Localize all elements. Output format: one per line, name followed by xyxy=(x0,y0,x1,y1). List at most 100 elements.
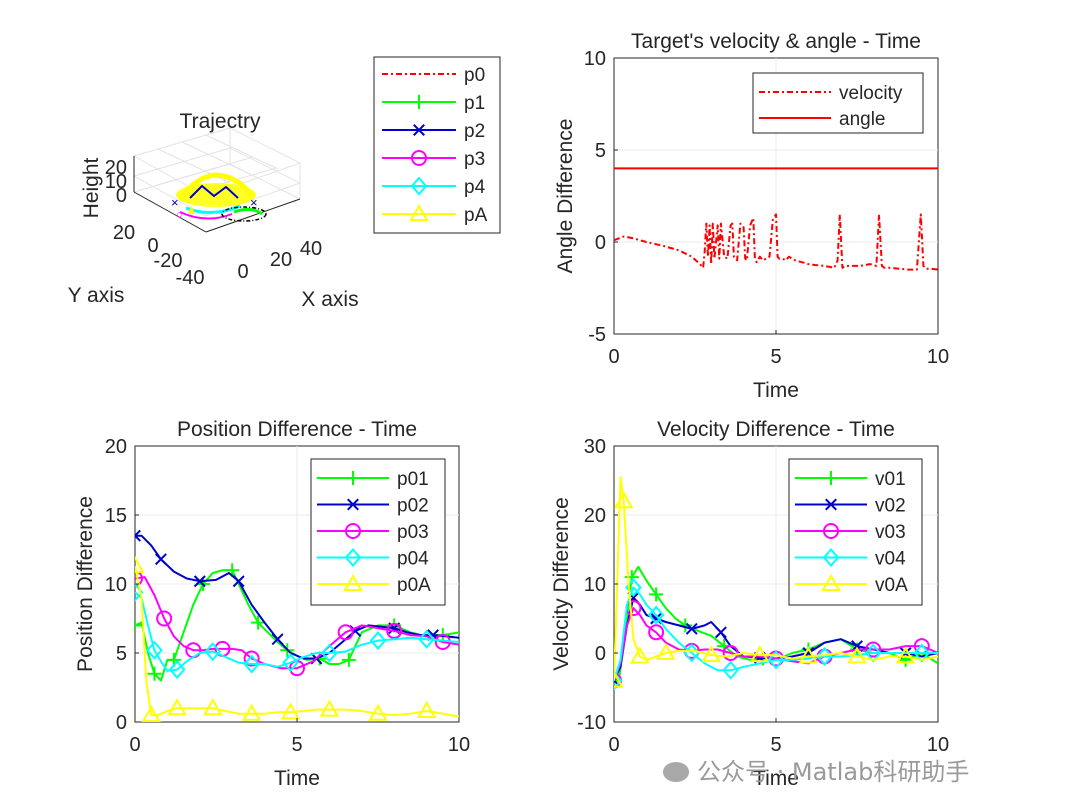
position-marker-p0A xyxy=(416,700,437,718)
target-ytick-label: -5 xyxy=(588,324,606,346)
trajectory-legend-label-p1: p1 xyxy=(464,93,485,114)
target-ytick-label: 10 xyxy=(584,48,606,70)
trajectory-marker-x: × xyxy=(171,195,179,210)
position-ytick-label: 10 xyxy=(105,574,127,596)
velocity-marker-v0A xyxy=(614,491,634,509)
velocity-legend-marker-v03 xyxy=(823,523,839,539)
trajectory-p1-path xyxy=(233,207,263,216)
velocity-marker-v0A xyxy=(750,645,770,663)
target-legend-label-angle: angle xyxy=(839,109,886,130)
position-series-layer xyxy=(135,529,459,722)
velocity-marker-v02 xyxy=(650,612,663,625)
position-marker-p0A xyxy=(167,698,187,716)
target-xtick-label: 0 xyxy=(608,346,619,368)
position-marker-p01 xyxy=(341,652,356,667)
position-marker-p0A xyxy=(241,703,262,721)
position-marker-p02 xyxy=(232,575,245,588)
velocity-marker-v0A xyxy=(630,646,650,664)
position-xlabel: Time xyxy=(274,767,320,790)
velocity-series-v0A xyxy=(614,476,938,681)
velocity-marker-v0A xyxy=(895,646,916,664)
velocity-ytick-label: 20 xyxy=(584,505,606,527)
velocity-legend: v01 v02 v03 v04 v0A xyxy=(788,458,923,606)
trajectory-legend-label-p4: p4 xyxy=(464,177,486,198)
velocity-marker-v0A xyxy=(847,646,867,664)
velocity-ylabel: Velocity Difference xyxy=(550,497,573,671)
target-ytick-label: 5 xyxy=(595,140,606,162)
velocity-xtick-label: 5 xyxy=(770,734,781,756)
trajectory-legend-label-p2: p2 xyxy=(464,121,485,142)
trajectory-ytick: -20 xyxy=(154,250,183,272)
trajectory-marker-circle: ○ xyxy=(176,209,183,221)
trajectory-marker-triangle: ▲ xyxy=(185,202,198,217)
velocity-legend-label-v01: v01 xyxy=(875,469,906,490)
position-marker-p03 xyxy=(243,650,260,667)
position-series-p0A xyxy=(135,565,459,718)
position-ticks: 0 5 10 0 5 10 15 20 xyxy=(105,436,470,756)
target-xlabel: Time xyxy=(753,379,799,402)
position-marker-p02 xyxy=(271,633,284,646)
velocity-ytick-label: 0 xyxy=(595,643,606,665)
velocity-legend-label-v0A: v0A xyxy=(875,575,908,596)
position-legend-label-p03: p03 xyxy=(397,522,429,543)
position-title: Position Difference - Time xyxy=(177,418,417,441)
position-legend-marker-p01 xyxy=(346,471,360,485)
velocity-marker-v04 xyxy=(722,660,739,680)
watermark: 公众号 · Matlab科研助手 xyxy=(663,752,969,787)
position-marker-p01 xyxy=(251,615,266,630)
trajectory-xtick: 20 xyxy=(270,249,292,271)
velocity-marker-v03 xyxy=(648,624,665,641)
trajectory-p2-path xyxy=(189,184,239,199)
trajectory-legend: p0 p1 p2 p3 p4 pA xyxy=(373,56,501,234)
target-title: Target's velocity & angle - Time xyxy=(631,30,921,53)
velocity-marker-v0A xyxy=(798,646,819,664)
position-marker-p04 xyxy=(243,654,260,674)
position-legend-marker-p02 xyxy=(347,498,359,511)
position-xtick-label: 0 xyxy=(129,734,140,756)
trajectory-xlabel: X axis xyxy=(301,288,358,311)
velocity-ytick-label: -10 xyxy=(577,712,606,734)
trajectory-ytick: -40 xyxy=(176,267,205,289)
trajectory-paths: × ▲ ○ × xyxy=(171,172,267,222)
velocity-xtick-label: 0 xyxy=(608,734,619,756)
trajectory-ytick: 20 xyxy=(113,222,135,244)
position-marker-p0A xyxy=(141,705,161,722)
position-marker-p03 xyxy=(156,610,173,627)
position-legend-label-p01: p01 xyxy=(397,469,429,490)
position-legend-marker-p04 xyxy=(344,547,362,568)
trajectory-axes xyxy=(133,156,301,233)
target-ytick-label: 0 xyxy=(595,232,606,254)
position-marker-p03 xyxy=(135,570,143,587)
position-ylabel: Position Difference xyxy=(74,496,97,672)
target-legend-box xyxy=(752,72,924,134)
position-marker-p04 xyxy=(204,642,222,662)
trajectory-p0-path xyxy=(221,206,267,222)
trajectory-plot: × ▲ ○ × Trajectry Height Y axis X axis 0… xyxy=(68,56,501,311)
trajectory-zlabel: Height xyxy=(80,157,103,218)
target-legend-label-velocity: velocity xyxy=(839,83,903,104)
trajectory-3d-grid xyxy=(132,127,302,233)
velocity-marker-v02 xyxy=(714,626,727,639)
velocity-legend-label-v04: v04 xyxy=(875,549,906,570)
position-marker-p03 xyxy=(337,624,354,641)
velocity-marker-v0A xyxy=(614,670,624,688)
velocity-marker-v04 xyxy=(913,643,931,663)
velocity-marker-v01 xyxy=(649,587,664,602)
trajectory-p3-path xyxy=(179,211,233,220)
trajectory-legend-marker-p4 xyxy=(410,176,428,196)
position-marker-p0A xyxy=(368,703,388,721)
position-marker-p04 xyxy=(282,653,299,673)
velocity-marker-v0A xyxy=(656,642,676,660)
trajectory-xtick: 40 xyxy=(300,238,322,260)
position-marker-p03 xyxy=(386,622,403,639)
position-marker-p02 xyxy=(154,553,167,566)
position-marker-p0A xyxy=(319,699,340,717)
position-marker-p0A xyxy=(280,702,301,720)
velocity-marker-v02 xyxy=(685,622,698,635)
trajectory-ylabel: Y axis xyxy=(68,284,125,307)
